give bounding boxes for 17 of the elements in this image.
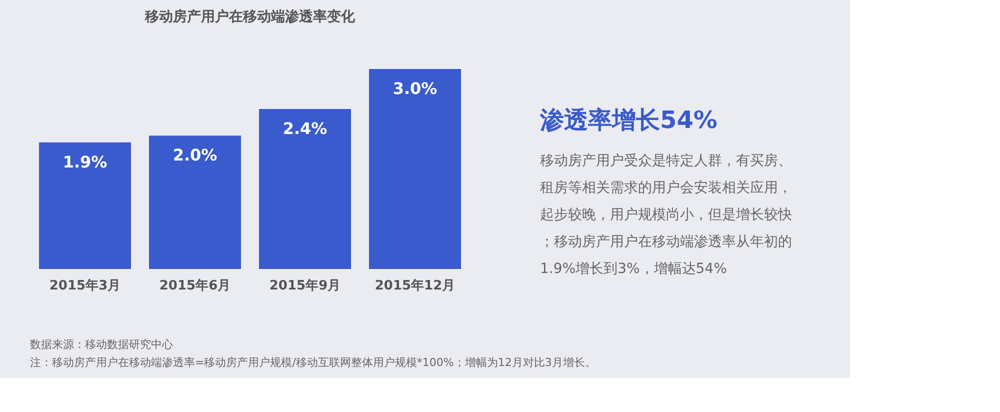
bar [149,136,241,269]
x-tick-label: 2015年12月 [374,278,456,294]
text: 渗透率增长54% [539,106,718,134]
data-label: 2.4% [282,119,328,138]
x-tick-label: 2015年6月 [159,278,231,294]
chart-title: 移动房产用户在移动端渗透率变化 [144,8,356,25]
source-note: 数据来源：移动数据研究中心 [30,338,173,351]
text: 注：移动房产用户在移动端渗透率=移动房产用户规模/移动互联网整体用户规模*100%；增幅为12月对比3月增长。 [30,356,596,369]
bar [259,109,351,269]
x-tick-label: 2015年3月 [49,278,121,294]
bar [369,69,461,269]
data-label: 2.0% [172,146,218,165]
x-tick-label: 2015年9月 [269,278,341,294]
bar [39,142,131,269]
data-label: 1.9% [62,152,108,172]
data-label: 3.0% [392,79,438,98]
text: 移动房产用户受众是特定人群，有买房、租房等相关需求的用户会安装相关应用，起步较晚，用户规模尚小，但是增长较快；移动房产用户在移动端渗透率从年初的1.9%增长到3%，增幅达54% [540,153,792,277]
